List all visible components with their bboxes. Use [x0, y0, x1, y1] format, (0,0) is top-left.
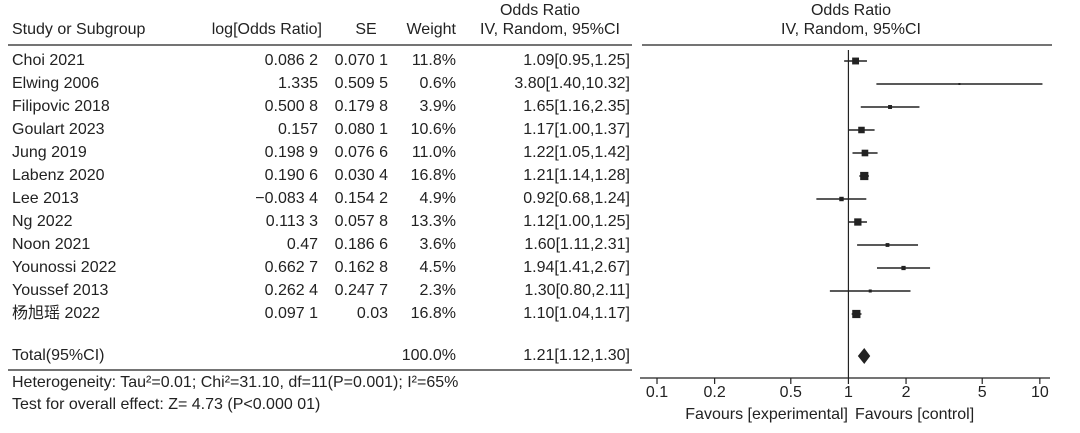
plot-title: Odds Ratio [811, 2, 891, 19]
effect-square [861, 149, 869, 157]
study-name: Choi 2021 [12, 52, 85, 69]
effect-square [854, 218, 862, 226]
or-ci: 1.60[1.11,2.31] [524, 236, 630, 253]
weight: 0.6% [420, 75, 456, 92]
log-or: 0.198 9 [265, 144, 318, 161]
total-or-ci: 1.21[1.12,1.30] [523, 347, 630, 364]
col-header: Study or Subgroup [12, 21, 146, 38]
log-or: −0.083 4 [255, 190, 318, 207]
effect-square [839, 196, 844, 202]
weight: 4.9% [420, 190, 456, 207]
se: 0.03 [357, 305, 388, 322]
effect-square [868, 289, 872, 293]
total-label: Total(95%CI) [12, 347, 104, 364]
weight: 11.0% [412, 144, 456, 161]
log-or: 0.262 4 [265, 282, 318, 299]
se: 0.076 6 [335, 144, 388, 161]
x-tick-label: 0.2 [704, 384, 726, 401]
study-name: Ng 2022 [12, 213, 73, 230]
effect-square [958, 83, 961, 85]
or-ci: 1.94[1.41,2.67] [523, 259, 630, 276]
weight: 11.8% [412, 52, 456, 69]
col-header: Weight [406, 21, 456, 38]
study-name: Labenz 2020 [12, 167, 105, 184]
x-tick-label: 5 [978, 384, 987, 401]
study-name: Elwing 2006 [12, 75, 99, 92]
x-tick-label: 0.5 [780, 384, 802, 401]
effect-square [858, 126, 865, 134]
log-or: 0.086 2 [265, 52, 318, 69]
weight: 16.8% [411, 167, 456, 184]
total-diamond [857, 348, 871, 364]
effect-square [901, 265, 906, 271]
study-name: Youssef 2013 [12, 282, 108, 299]
study-name: Younossi 2022 [12, 259, 116, 276]
study-name: Jung 2019 [12, 144, 87, 161]
log-or: 1.335 [278, 75, 318, 92]
weight: 10.6% [411, 121, 456, 138]
log-or: 0.662 7 [265, 259, 318, 276]
total-weight: 100.0% [402, 347, 456, 364]
se: 0.154 2 [335, 190, 388, 207]
effect-square [852, 309, 861, 319]
col-header: SE [355, 21, 376, 38]
study-name: Noon 2021 [12, 236, 90, 253]
or-ci: 1.21[1.14,1.28] [523, 167, 630, 184]
weight: 4.5% [420, 259, 456, 276]
x-tick-label: 2 [902, 384, 911, 401]
study-name: 杨旭瑶 2022 [12, 304, 100, 322]
weight: 13.3% [411, 213, 456, 230]
or-ci: 1.10[1.04,1.17] [523, 305, 630, 322]
or-ci: 1.17[1.00,1.37] [523, 121, 630, 138]
heterogeneity: Heterogeneity: Tau²=0.01; Chi²=31.10, df… [12, 374, 458, 391]
se: 0.179 8 [335, 98, 388, 115]
se: 0.247 7 [335, 282, 388, 299]
or-ci: 3.80[1.40,10.32] [514, 75, 630, 92]
x-tick-label: 1 [844, 384, 853, 401]
weight: 2.3% [420, 282, 456, 299]
x-tick-label: 0.1 [646, 384, 668, 401]
weight: 3.6% [420, 236, 456, 253]
se: 0.162 8 [335, 259, 388, 276]
or-ci: 1.65[1.16,2.35] [523, 98, 630, 115]
log-or: 0.097 1 [265, 305, 318, 322]
effect-square [888, 105, 893, 109]
weight: 16.8% [411, 305, 456, 322]
se: 0.070 1 [335, 52, 388, 69]
x-tick-label: 10 [1031, 384, 1049, 401]
x-label: Favours [control] [855, 406, 974, 423]
effect-square [860, 171, 869, 181]
or-ci: 1.30[0.80,2.11] [524, 282, 630, 299]
se: 0.057 8 [335, 213, 388, 230]
se: 0.509 5 [335, 75, 388, 92]
study-name: Lee 2013 [12, 190, 79, 207]
weight: 3.9% [420, 98, 456, 115]
effect-square [885, 243, 890, 247]
study-name: Goulart 2023 [12, 121, 105, 138]
study-name: Filipovic 2018 [12, 98, 110, 115]
x-label: Favours [experimental] [685, 406, 848, 423]
col-header: log[Odds Ratio] [212, 21, 322, 38]
effect-square [852, 57, 860, 65]
col-header: Odds Ratio [500, 2, 580, 19]
plot-subtitle: IV, Random, 95%CI [781, 21, 921, 38]
col-header: IV, Random, 95%CI [480, 21, 620, 38]
or-ci: 1.22[1.05,1.42] [523, 144, 630, 161]
se: 0.080 1 [335, 121, 388, 138]
or-ci: 1.09[0.95,1.25] [523, 52, 630, 69]
se: 0.030 4 [335, 167, 388, 184]
se: 0.186 6 [335, 236, 388, 253]
overall-effect: Test for overall effect: Z= 4.73 (P<0.00… [12, 396, 320, 413]
or-ci: 0.92[0.68,1.24] [523, 190, 630, 207]
log-or: 0.500 8 [265, 98, 318, 115]
log-or: 0.190 6 [265, 167, 318, 184]
log-or: 0.47 [287, 236, 318, 253]
log-or: 0.157 [278, 121, 318, 138]
log-or: 0.113 3 [266, 213, 318, 230]
or-ci: 1.12[1.00,1.25] [523, 213, 630, 230]
